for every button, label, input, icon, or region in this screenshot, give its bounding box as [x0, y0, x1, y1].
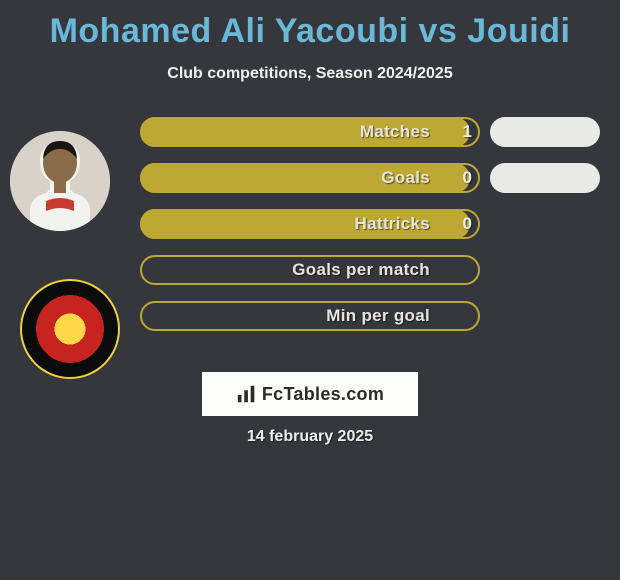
- club-badge: [20, 279, 120, 379]
- stat-label: Goals per match: [140, 255, 430, 285]
- left-bar: Hattricks 0: [140, 209, 480, 239]
- date-label: 14 february 2025: [0, 428, 620, 446]
- right-bar: [490, 163, 600, 193]
- stat-left-value: 0: [463, 163, 472, 193]
- comparison-content: Matches 1 Goals 0 Hattricks 0 Goals per match M…: [0, 117, 620, 377]
- left-bar: Goals per match: [140, 255, 480, 285]
- stat-row: Goals 0: [140, 163, 600, 193]
- left-bar: Goals 0: [140, 163, 480, 193]
- stat-row: Hattricks 0: [140, 209, 600, 239]
- stat-row: Goals per match: [140, 255, 600, 285]
- stat-label: Hattricks: [140, 209, 430, 239]
- stat-left-value: 0: [463, 209, 472, 239]
- player-avatar: [10, 131, 110, 231]
- page-title: Mohamed Ali Yacoubi vs Jouidi: [0, 0, 620, 51]
- right-bar: [490, 117, 600, 147]
- branding-text: FcTables.com: [262, 384, 384, 405]
- stat-label: Matches: [140, 117, 430, 147]
- stat-row: Matches 1: [140, 117, 600, 147]
- left-bar: Min per goal: [140, 301, 480, 331]
- left-bar: Matches 1: [140, 117, 480, 147]
- stat-label: Goals: [140, 163, 430, 193]
- branding: FcTables.com: [202, 372, 418, 416]
- stat-label: Min per goal: [140, 301, 430, 331]
- stat-row: Min per goal: [140, 301, 600, 331]
- bars-icon: [236, 383, 258, 405]
- stat-left-value: 1: [463, 117, 472, 147]
- stat-bars: Matches 1 Goals 0 Hattricks 0 Goals per match M…: [140, 117, 600, 347]
- subtitle: Club competitions, Season 2024/2025: [0, 65, 620, 83]
